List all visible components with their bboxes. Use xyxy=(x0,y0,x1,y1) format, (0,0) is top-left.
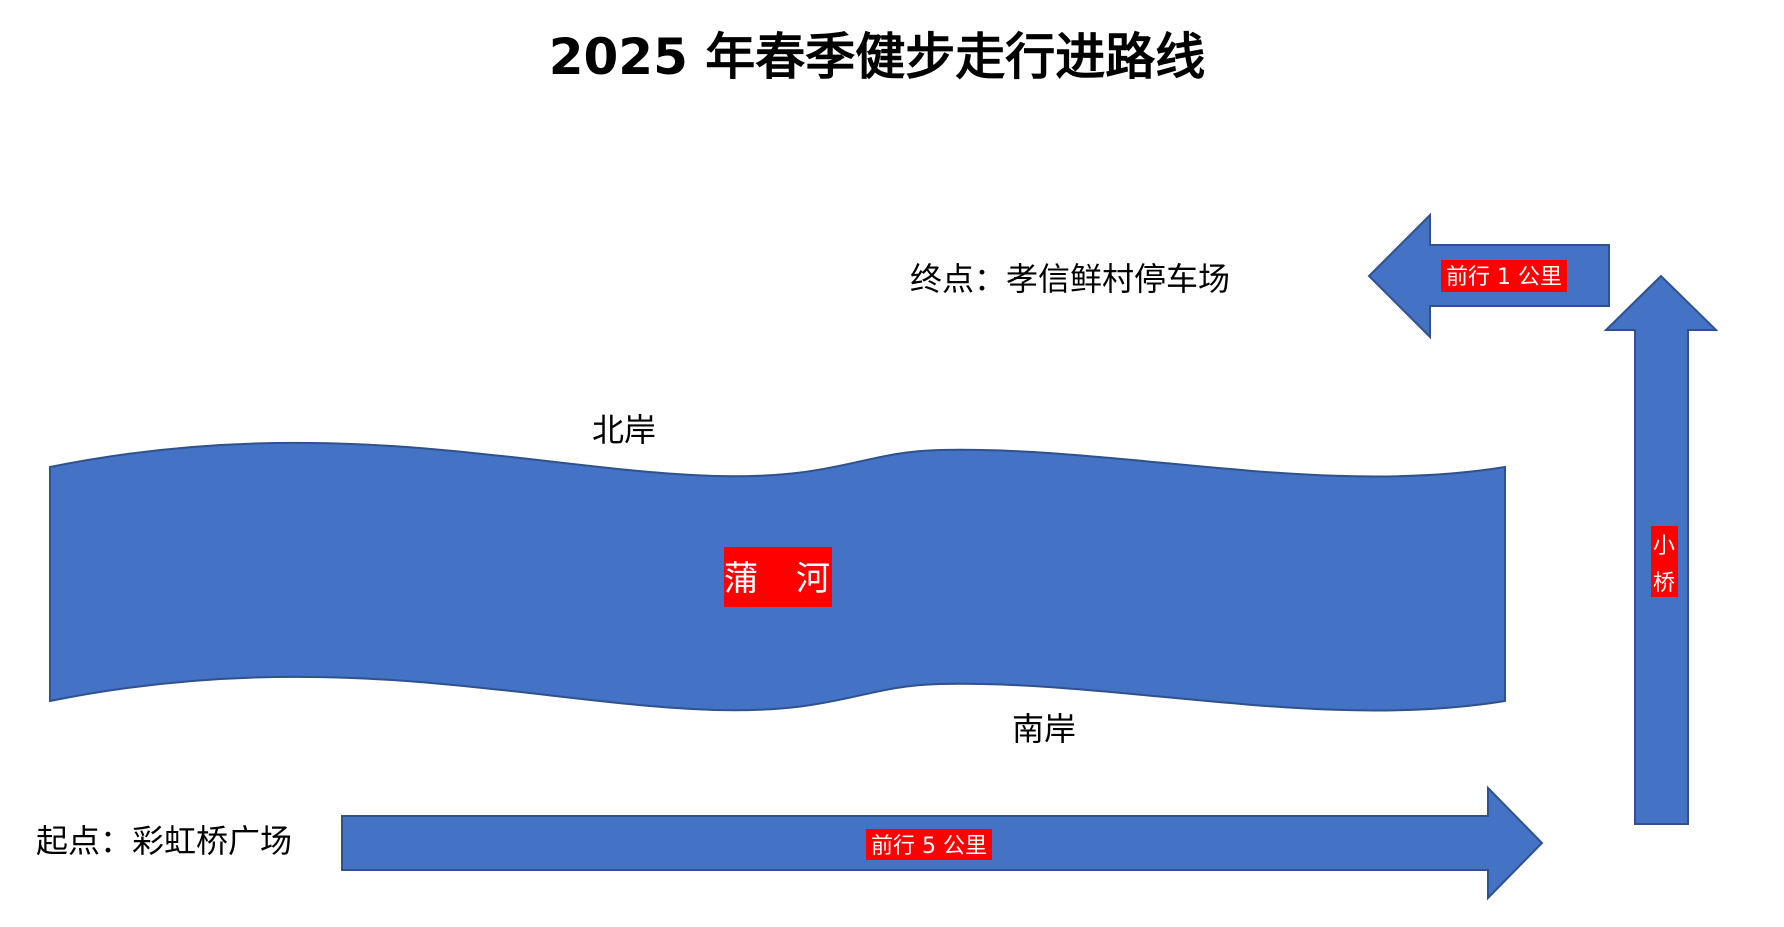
bridge-label-box xyxy=(1651,526,1678,597)
bridge-label-char-1: 小 xyxy=(1653,534,1675,559)
west-arrow: 前行 1 公里 xyxy=(1367,212,1610,340)
end-point-label: 终点：孝信鲜村停车场 xyxy=(910,260,1230,298)
river-label-char-1: 蒲 xyxy=(724,559,758,599)
east-arrow-label: 前行 5 公里 xyxy=(871,834,987,859)
north-bank-label: 北岸 xyxy=(592,411,656,449)
east-arrow-label-box xyxy=(866,829,992,860)
diagram-title: 2025 年春季健步走行进路线 xyxy=(549,28,1206,86)
north-arrow-bridge: 小 桥 xyxy=(1603,274,1719,825)
south-bank-label: 南岸 xyxy=(1012,710,1076,748)
west-arrow-label: 前行 1 公里 xyxy=(1446,265,1562,290)
bridge-label-char-2: 桥 xyxy=(1653,571,1675,596)
river-label: 蒲 河 xyxy=(724,547,832,607)
river-label-char-2: 河 xyxy=(796,559,830,599)
east-arrow: 前行 5 公里 xyxy=(341,785,1544,901)
west-arrow-label-box xyxy=(1441,260,1567,292)
river-label-box xyxy=(724,547,832,607)
start-point-label: 起点：彩虹桥广场 xyxy=(36,822,292,860)
